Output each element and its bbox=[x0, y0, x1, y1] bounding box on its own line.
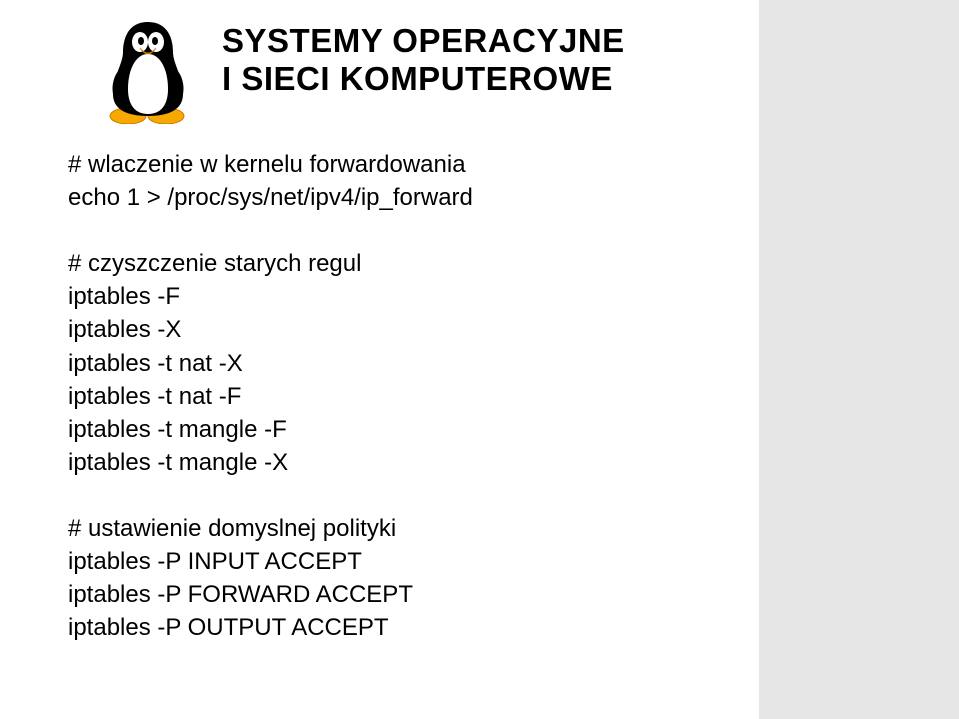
code-line: iptables -F bbox=[68, 280, 473, 313]
code-line: # czyszczenie starych regul bbox=[68, 247, 473, 280]
code-line: # wlaczenie w kernelu forwardowania bbox=[68, 148, 473, 181]
code-line: iptables -P OUTPUT ACCEPT bbox=[68, 611, 473, 644]
title-line-2: I SIECI KOMPUTEROWE bbox=[222, 60, 625, 98]
title-line-1: SYSTEMY OPERACYJNE bbox=[222, 22, 625, 60]
code-line: iptables -t nat -F bbox=[68, 380, 473, 413]
code-content: # wlaczenie w kernelu forwardowania echo… bbox=[68, 148, 473, 644]
code-line: iptables -t mangle -X bbox=[68, 446, 473, 479]
code-line: iptables -P FORWARD ACCEPT bbox=[68, 578, 473, 611]
code-line: iptables -t mangle -F bbox=[68, 413, 473, 446]
code-line: iptables -t nat -X bbox=[68, 347, 473, 380]
code-line: echo 1 > /proc/sys/net/ipv4/ip_forward bbox=[68, 181, 473, 214]
slide-title: SYSTEMY OPERACYJNE I SIECI KOMPUTEROWE bbox=[222, 22, 625, 98]
code-line: # ustawienie domyslnej polityki bbox=[68, 512, 473, 545]
code-line: iptables -X bbox=[68, 313, 473, 346]
code-line: iptables -P INPUT ACCEPT bbox=[68, 545, 473, 578]
code-spacer bbox=[68, 214, 473, 247]
code-spacer bbox=[68, 479, 473, 512]
tux-penguin-icon bbox=[98, 14, 198, 124]
right-band-decoration bbox=[759, 0, 959, 719]
